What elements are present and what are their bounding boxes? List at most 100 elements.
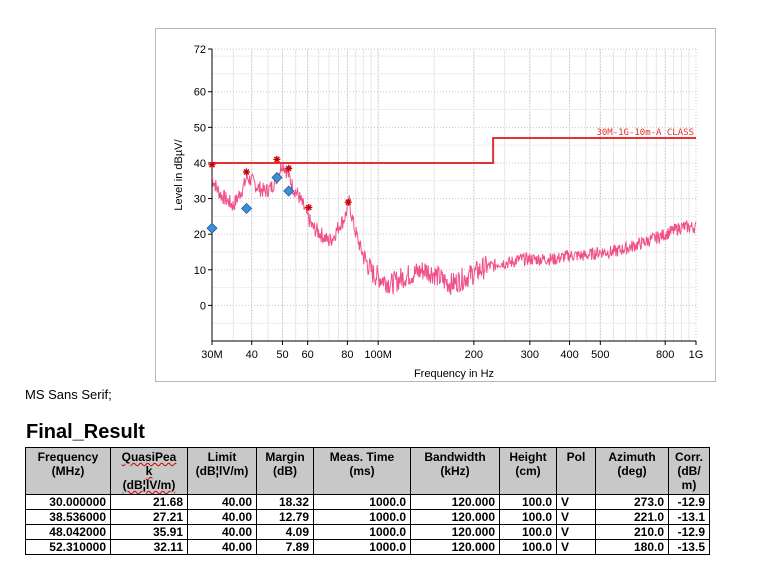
peak-marker: [273, 155, 281, 163]
table-cell: V: [556, 539, 596, 555]
result-body: 30.000000 21.68 40.00 18.32 1000.0 120.000 100…: [25, 494, 710, 555]
x-tick-label: 40: [246, 349, 258, 361]
table-cell: 18.32: [256, 494, 314, 510]
table-row: 38.536000 27.21 40.00 12.79 1000.0 120.000 100…: [25, 509, 710, 525]
header-corr: Corr. (dB/m): [668, 447, 710, 495]
table-cell: 100.0: [499, 494, 557, 510]
quasi-peak-marker: [240, 202, 253, 215]
y-tick-label: 0: [200, 300, 206, 312]
x-tick-label: 100M: [364, 349, 392, 361]
header-line: (dB): [273, 464, 297, 478]
header-line: Height: [509, 450, 547, 464]
x-tick-label: 200: [465, 349, 483, 361]
header-azimuth: Azimuth (deg): [595, 447, 669, 495]
header-line: Azimuth: [608, 450, 656, 464]
y-tick-label: 10: [194, 265, 206, 277]
chart-svg: 72 60 50 40 30 20 10 0 30M 40 50 60 80 100M 200 300 400 5…: [173, 44, 704, 380]
header-line: (deg): [617, 464, 647, 478]
result-title: Final_Result: [26, 421, 145, 443]
y-tick-label: 20: [194, 229, 206, 241]
table-cell: 210.0: [595, 524, 669, 540]
table-cell: 38.536000: [25, 509, 111, 525]
header-bandwidth: Bandwidth (kHz): [410, 447, 500, 495]
peak-marker: [285, 164, 293, 172]
table-cell: 7.89: [256, 539, 314, 555]
table-cell: 1000.0: [313, 524, 411, 540]
table-cell: -12.9: [668, 524, 710, 540]
quasi-peak-marker: [283, 185, 295, 197]
limit-line-label: 30M-1G-10m-A CLASS: [596, 128, 694, 138]
table-cell: 1000.0: [313, 539, 411, 555]
header-line: (MHz): [51, 464, 85, 478]
y-axis-title: Level in dBµV/: [173, 138, 185, 210]
table-row: 30.000000 21.68 40.00 18.32 1000.0 120.000 100…: [25, 494, 710, 510]
x-tick-label: 80: [341, 349, 353, 361]
peak-marker: [344, 198, 352, 206]
header-line: Bandwidth: [424, 450, 486, 464]
x-tick-label: 500: [591, 349, 609, 361]
table-cell: -13.1: [668, 509, 710, 525]
peak-marker: [305, 203, 313, 211]
header-height: Height (cm): [499, 447, 557, 495]
y-tick-label: 72: [194, 44, 206, 56]
header-line: (ms): [349, 464, 375, 478]
header-line: (dB¦lV/m): [122, 478, 176, 492]
header-limit: Limit (dB¦lV/m): [187, 447, 257, 495]
table-cell: 100.0: [499, 524, 557, 540]
header-quasipeak: QuasiPea k (dB¦lV/m): [110, 447, 188, 495]
header-line: (dB/: [677, 464, 701, 478]
y-tick-label: 40: [194, 158, 206, 170]
table-cell: 35.91: [110, 524, 188, 540]
x-tick-label: 60: [302, 349, 314, 361]
header-line: Limit: [207, 450, 237, 464]
table-cell: 120.000: [410, 539, 500, 555]
x-tick-label: 1G: [689, 349, 704, 361]
table-cell: 221.0: [595, 509, 669, 525]
header-line: m): [681, 478, 697, 492]
table-cell: V: [556, 494, 596, 510]
header-line: (dB¦lV/m): [195, 464, 249, 478]
x-tick-label: 50: [276, 349, 288, 361]
table-cell: 40.00: [187, 539, 257, 555]
table-cell: 4.09: [256, 524, 314, 540]
result-header-row: Frequency (MHz) QuasiPea k (dB¦lV/m) Limit(…: [25, 447, 710, 495]
emission-chart: 72 60 50 40 30 20 10 0 30M 40 50 60 80 100M 200 300 400 5…: [155, 28, 716, 382]
header-meas-time: Meas. Time (ms): [313, 447, 411, 495]
table-cell: 40.00: [187, 494, 257, 510]
header-line: k: [145, 464, 153, 478]
table-cell: 1000.0: [313, 509, 411, 525]
header-line: Margin: [265, 450, 305, 464]
quasi-peak-marker: [271, 171, 283, 184]
x-tick-label: 30M: [201, 349, 222, 361]
table-cell: 180.0: [595, 539, 669, 555]
header-line: QuasiPea: [121, 450, 177, 464]
table-cell: V: [556, 509, 596, 525]
header-line: Meas. Time: [329, 450, 395, 464]
limit-line: [212, 137, 696, 164]
y-tick-label: 30: [194, 194, 206, 206]
x-tick-label: 300: [521, 349, 539, 361]
header-line: (cm): [515, 464, 541, 478]
x-axis-title: Frequency in Hz: [414, 368, 494, 380]
quasi-peak-marker: [206, 222, 218, 234]
y-tick-label: 50: [194, 122, 206, 134]
table-cell: 27.21: [110, 509, 188, 525]
font-note: MS Sans Serif;: [25, 387, 112, 402]
table-cell: 273.0: [595, 494, 669, 510]
table-cell: 21.68: [110, 494, 188, 510]
table-cell: 32.11: [110, 539, 188, 555]
table-cell: 100.0: [499, 539, 557, 555]
table-row: 48.042000 35.91 40.00 4.09 1000.0 120.000 100.…: [25, 524, 710, 540]
x-tick-label: 400: [560, 349, 578, 361]
table-cell: -12.9: [668, 494, 710, 510]
peak-marker: [242, 168, 250, 176]
result-table: Frequency (MHz) QuasiPea k (dB¦lV/m) Limit(…: [25, 447, 710, 555]
table-cell: -13.5: [668, 539, 710, 555]
x-tick-label: 800: [656, 349, 674, 361]
table-cell: 40.00: [187, 509, 257, 525]
header-line: Corr.: [674, 450, 703, 464]
table-cell: 1000.0: [313, 494, 411, 510]
table-cell: 100.0: [499, 509, 557, 525]
header-line: Frequency: [37, 450, 99, 464]
spectrum-trace: [211, 161, 697, 296]
